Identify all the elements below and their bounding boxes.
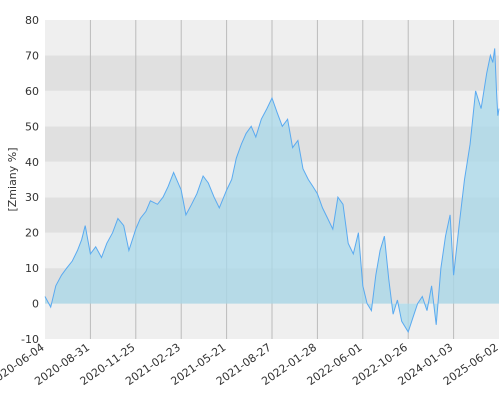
y-tick-label: 80: [25, 14, 39, 27]
x-tick-labels: 2020-06-042020-08-312020-11-252021-02-23…: [0, 341, 500, 388]
y-tick-label: 40: [25, 156, 39, 169]
y-axis-label: [Zmiany %]: [6, 147, 19, 211]
y-tick-label: 20: [25, 227, 39, 240]
y-tick-label: 10: [25, 262, 39, 275]
y-tick-labels: -10 0 10 20 30 40 50 60 70 80: [21, 14, 39, 346]
y-tick-label: 60: [25, 85, 39, 98]
y-tick-label: 50: [25, 120, 39, 133]
y-tick-label: 0: [32, 298, 39, 311]
series-area: [45, 48, 499, 332]
y-tick-label: -10: [21, 333, 39, 346]
series-line: [44, 48, 500, 334]
y-tick-label: 70: [25, 49, 39, 62]
y-tick-label: 30: [25, 191, 39, 204]
